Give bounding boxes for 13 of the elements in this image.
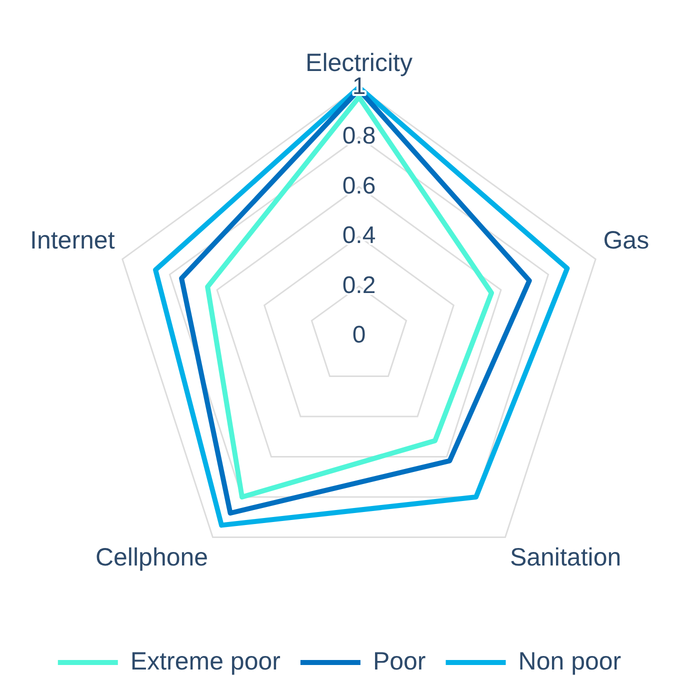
y-tick-label: 0 [352,322,366,349]
y-tick-label: 0.4 [342,222,376,250]
spoke-label: Internet [30,226,115,255]
y-tick-label: 0.8 [342,122,376,150]
legend-label: Poor [372,647,426,676]
spoke-label: Electricity [306,49,413,78]
spoke-label: Cellphone [95,544,208,572]
spoke-label: Sanitation [510,544,622,572]
y-tick-label: 0.6 [342,172,376,200]
legend-label: Extreme poor [130,647,280,676]
spoke-label: Gas [603,226,650,255]
y-tick-label: 0.2 [342,272,376,299]
legend-label: Non poor [518,647,622,676]
